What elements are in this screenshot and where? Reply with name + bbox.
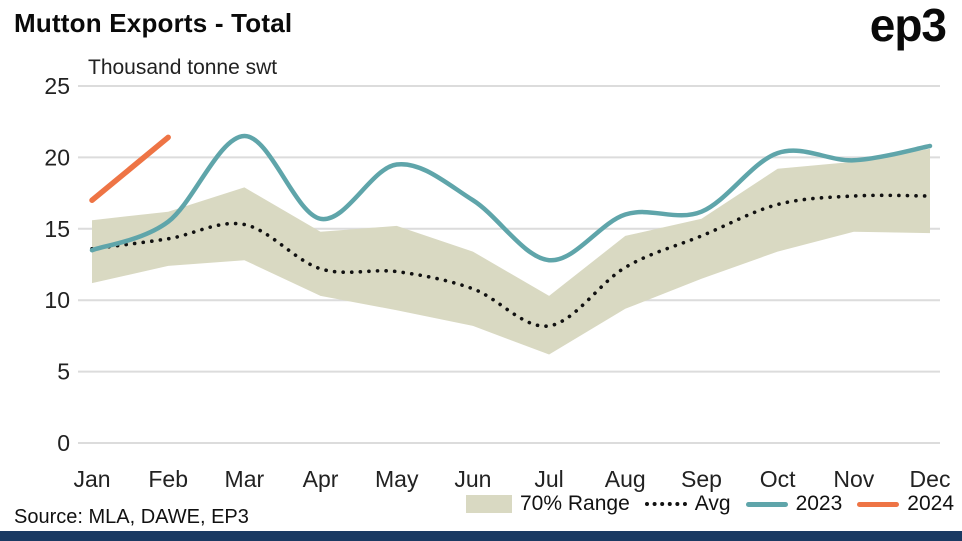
x-tick-label: Mar: [225, 466, 265, 492]
x-tick-label: Nov: [833, 466, 874, 492]
legend-label-avg: Avg: [694, 492, 731, 515]
chart-units-label: Thousand tonne swt: [88, 56, 278, 79]
x-tick-label: Apr: [303, 466, 339, 492]
y-tick-label: 25: [44, 73, 70, 99]
legend-label-2023: 2023: [795, 492, 843, 515]
chart-legend: 70% Range Avg 2023 2024: [466, 492, 954, 516]
legend-label-range: 70% Range: [520, 492, 630, 515]
legend-item-avg: Avg: [644, 492, 731, 516]
avg-dotted-swatch: [644, 502, 687, 506]
line-2024: [89, 134, 171, 203]
chart-title: Mutton Exports - Total: [14, 8, 293, 38]
line-2023: [89, 133, 933, 263]
avg-line: [90, 193, 932, 328]
legend-item-2024: 2024: [857, 492, 954, 516]
y-tick-label: 0: [57, 430, 70, 456]
range-band: [92, 148, 930, 355]
legend-label-2024: 2024: [907, 492, 954, 515]
x-tick-label: Sep: [681, 466, 722, 492]
x-tick-label: Feb: [148, 466, 188, 492]
x-tick-label: Aug: [605, 466, 646, 492]
x-tick-label: Jul: [534, 466, 563, 492]
x-tick-label: May: [375, 466, 419, 492]
line-2024-swatch: [857, 501, 900, 507]
footer-accent-bar: [0, 531, 962, 541]
y-tick-label: 20: [44, 144, 70, 170]
y-tick-label: 10: [44, 287, 70, 313]
x-tick-label: Jan: [73, 466, 110, 492]
x-tick-label: Jun: [454, 466, 491, 492]
line-2023-swatch: [745, 501, 788, 507]
y-tick-label: 5: [57, 359, 70, 385]
ep3-logo: ep3: [869, 0, 947, 51]
y-tick-label: 15: [44, 216, 70, 242]
legend-item-2023: 2023: [745, 492, 843, 516]
range-band-swatch: [466, 495, 512, 513]
source-attribution: Source: MLA, DAWE, EP3: [14, 506, 249, 528]
x-tick-label: Dec: [910, 466, 951, 492]
legend-item-range: 70% Range: [466, 492, 630, 516]
x-tick-label: Oct: [760, 466, 796, 492]
